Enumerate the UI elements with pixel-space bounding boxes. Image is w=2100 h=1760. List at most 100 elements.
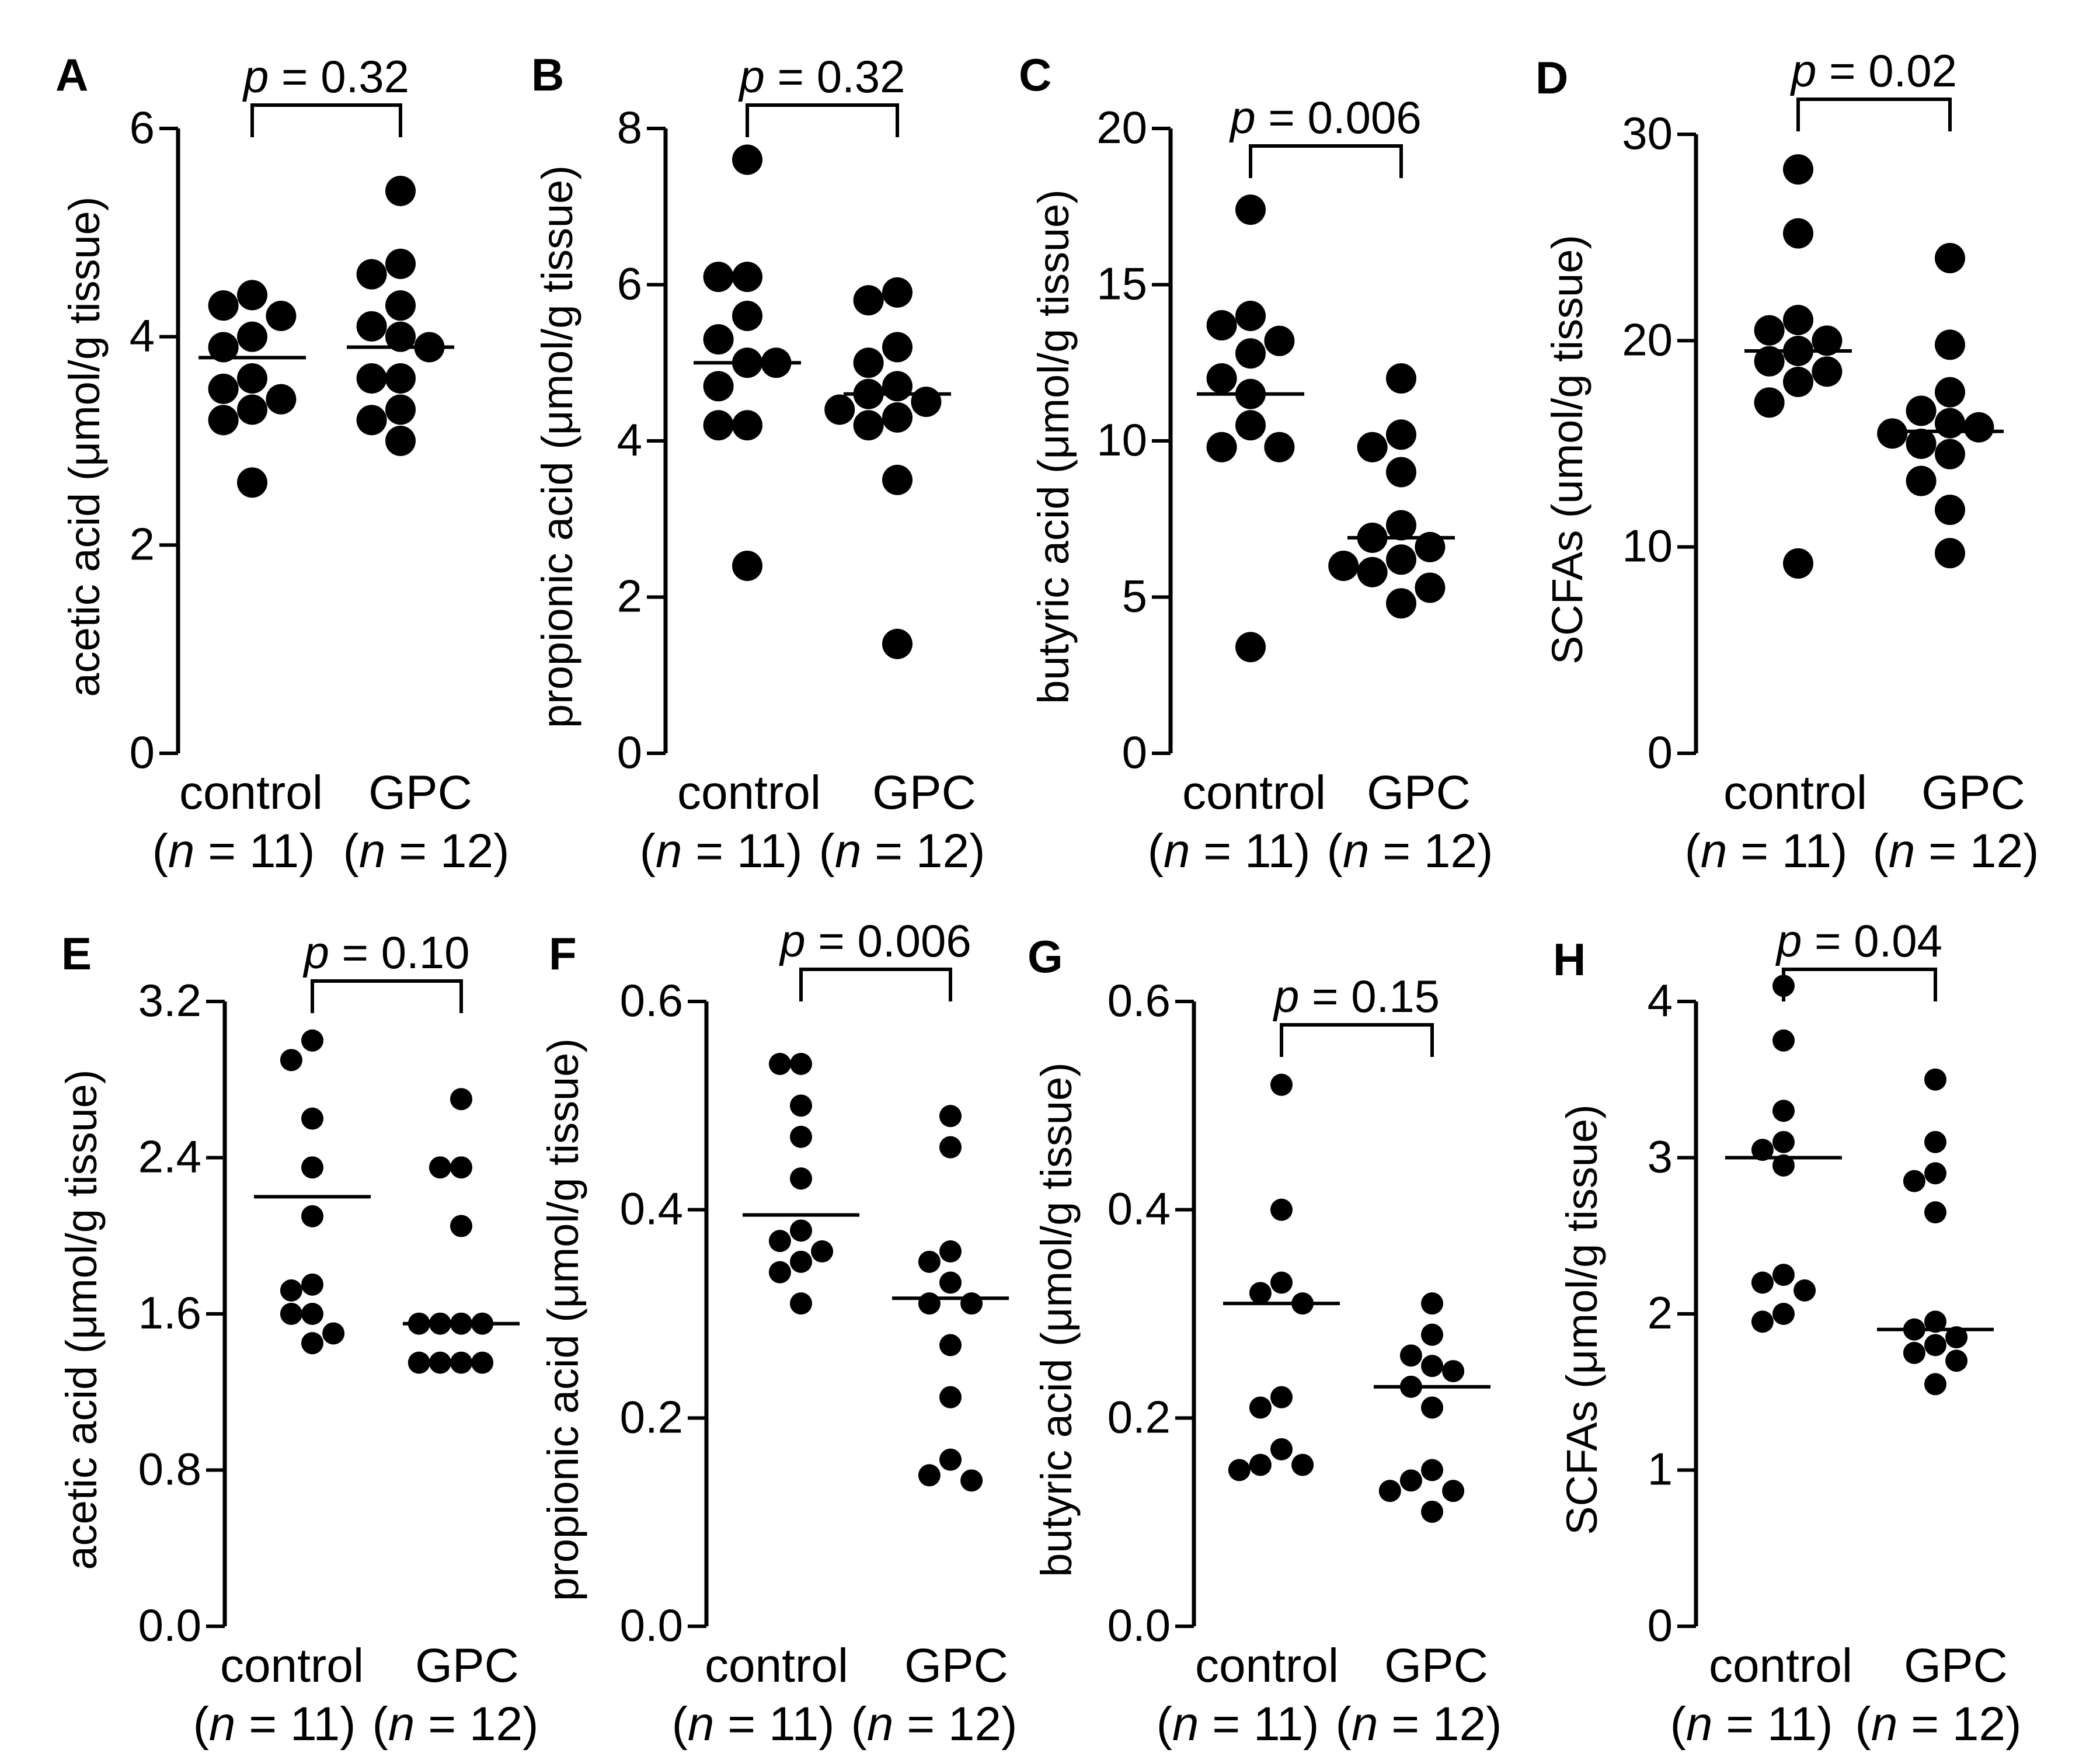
significance-bracket <box>250 103 402 137</box>
p-symbol: p <box>1775 915 1802 966</box>
data-point <box>939 1105 962 1128</box>
group-label: control <box>1709 1639 1852 1692</box>
n-label-part: = 12) <box>893 1698 1017 1751</box>
series-control <box>694 144 801 581</box>
y-axis-label: acetic acid (μmol/g tissue) <box>60 197 109 697</box>
group-n-label: (n = 11) <box>1685 825 1848 878</box>
n-label-part: n <box>867 1698 894 1751</box>
data-point <box>1386 544 1416 575</box>
y-tick-label: 0.4 <box>1108 1183 1171 1234</box>
data-point <box>385 248 416 279</box>
data-point <box>280 1279 302 1302</box>
n-label-part: = 11) <box>1199 1698 1319 1751</box>
p-value-label: p = 0.04 <box>1775 915 1942 966</box>
panel-letter: B <box>531 49 564 100</box>
group-label: GPC <box>368 766 472 819</box>
n-label-part: ( <box>343 825 359 878</box>
significance-bracket <box>1249 144 1403 178</box>
p-symbol: p <box>1273 971 1299 1022</box>
data-point <box>853 285 884 316</box>
n-label-part: = 11) <box>1713 1698 1833 1751</box>
data-point <box>385 363 416 394</box>
data-point <box>1421 1396 1443 1419</box>
data-point <box>939 1386 962 1408</box>
data-point <box>280 1303 302 1325</box>
data-point <box>1935 408 1965 439</box>
data-point <box>790 1094 812 1117</box>
n-label-part: ( <box>672 1698 688 1751</box>
data-point <box>790 1053 812 1075</box>
p-value-label: p = 0.006 <box>779 915 971 966</box>
data-point <box>1386 510 1416 541</box>
data-point <box>1751 1271 1774 1294</box>
y-tick-label: 10 <box>1096 414 1147 465</box>
n-label-part: ( <box>851 1698 867 1751</box>
y-tick-label: 0 <box>1648 1599 1673 1651</box>
n-label-part: = 12) <box>385 825 509 878</box>
data-point <box>237 467 267 498</box>
series-gpc <box>824 277 951 659</box>
data-point <box>385 176 416 206</box>
data-point <box>1386 588 1416 619</box>
y-tick-label: 5 <box>1122 571 1147 622</box>
data-point <box>1270 1271 1293 1294</box>
y-tick-label: 0 <box>130 726 155 778</box>
panel-letter: G <box>1028 931 1063 982</box>
n-label-part: ( <box>1873 825 1889 878</box>
data-point <box>1812 356 1843 387</box>
data-point <box>811 1240 834 1262</box>
n-label-part: = 11) <box>682 825 803 878</box>
n-label-part: n <box>1889 825 1916 878</box>
data-point <box>237 280 267 311</box>
data-point <box>450 1156 472 1179</box>
data-point <box>1415 572 1446 603</box>
p-value: = 0.15 <box>1299 971 1440 1022</box>
data-point <box>237 321 267 352</box>
n-label-part: = 12) <box>861 825 985 878</box>
group-label: control <box>677 766 821 819</box>
data-point <box>1206 310 1237 341</box>
n-label-part: = 11) <box>236 1698 356 1751</box>
n-label-part: ( <box>1855 1698 1871 1751</box>
n-label-part: = 12) <box>1915 825 2039 878</box>
group-n-label: (n = 12) <box>1855 1698 2022 1751</box>
data-point <box>1935 538 1965 569</box>
data-point <box>450 1215 472 1237</box>
p-value: = 0.04 <box>1802 915 1942 966</box>
panel-letter: F <box>549 928 577 979</box>
data-point <box>208 332 239 363</box>
data-point <box>882 371 913 402</box>
series-control <box>743 1053 859 1315</box>
data-point <box>1421 1292 1443 1315</box>
data-point <box>1399 1469 1422 1492</box>
data-point <box>429 1156 451 1179</box>
data-point <box>918 1464 941 1487</box>
group-n-label: (n = 12) <box>1327 825 1493 878</box>
n-label-part: ( <box>1327 825 1343 878</box>
group-n-label: (n = 11) <box>672 1698 835 1751</box>
p-symbol: p <box>242 51 269 102</box>
y-tick-label: 2 <box>617 571 642 622</box>
group-label: control <box>1195 1639 1339 1692</box>
significance-bracket <box>1782 968 1937 1001</box>
p-value: = 0.02 <box>1816 45 1957 96</box>
data-point <box>408 1351 430 1374</box>
data-point <box>939 1271 962 1294</box>
data-point <box>1924 1162 1946 1185</box>
series-gpc <box>1328 363 1455 619</box>
y-axis-label: SCFAs (μmol/g tissue) <box>1558 1104 1606 1535</box>
y-tick-label: 0.0 <box>620 1599 683 1651</box>
data-point <box>1206 363 1237 394</box>
n-label-part: = 11) <box>1190 825 1311 878</box>
n-label-part: = 11) <box>1728 825 1848 878</box>
n-label-part: n <box>1686 1698 1713 1751</box>
p-symbol: p <box>302 927 329 978</box>
p-symbol: p <box>738 51 764 102</box>
data-point <box>732 301 762 331</box>
group-n-label: (n = 11) <box>1157 1698 1319 1751</box>
n-label-part: n <box>1352 1698 1378 1751</box>
group-n-label: (n = 12) <box>851 1698 1018 1751</box>
data-point <box>266 384 297 415</box>
group-label: GPC <box>904 1639 1008 1692</box>
data-point <box>939 1448 962 1471</box>
